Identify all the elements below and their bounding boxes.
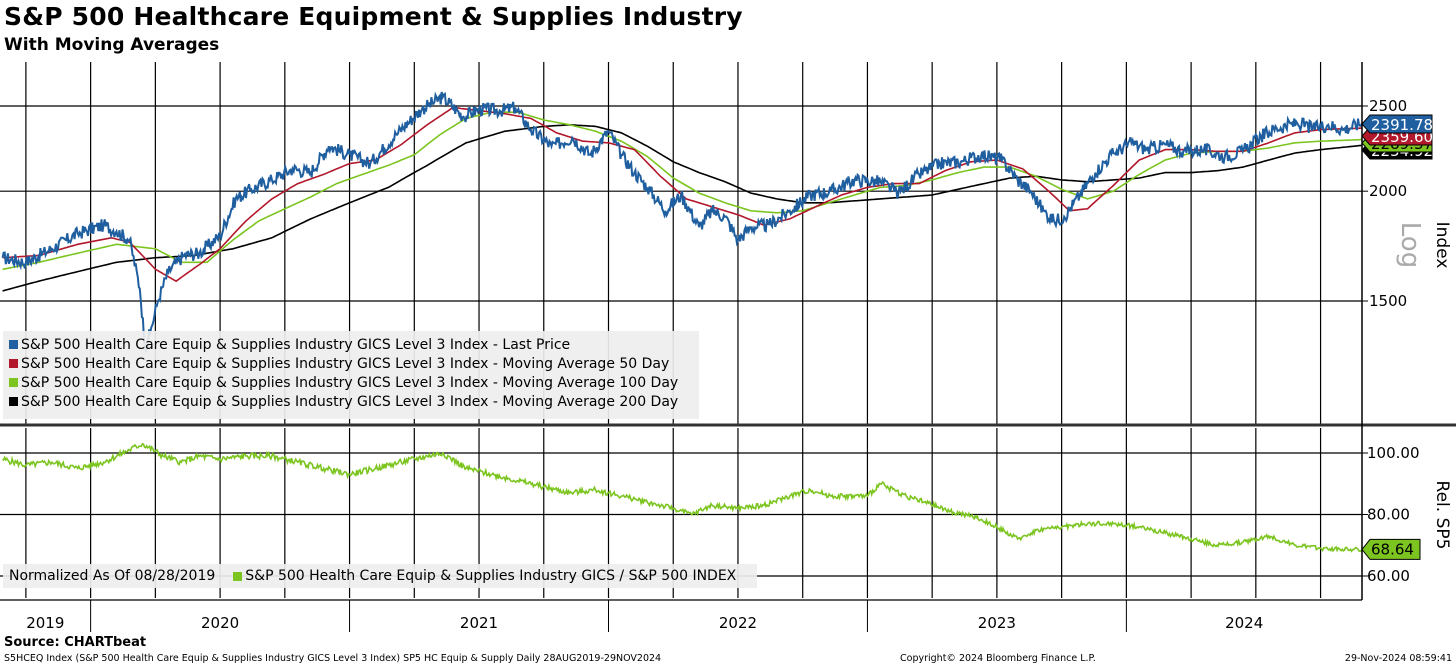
y-tick-label-upper: 2000 bbox=[1369, 182, 1407, 200]
legend-label-last: S&P 500 Health Care Equip & Supplies Ind… bbox=[21, 336, 571, 353]
footer-left: S5HCEQ Index (S&P 500 Health Care Equip … bbox=[4, 653, 662, 664]
source-label: Source: CHARTbeat bbox=[4, 635, 147, 650]
chart-title: S&P 500 Healthcare Equipment & Supplies … bbox=[4, 2, 743, 31]
lower-legend: Normalized As Of 08/28/2019 S&P 500 Heal… bbox=[3, 564, 757, 588]
series-line-ma100 bbox=[2, 111, 1363, 271]
legend-swatch-ma100 bbox=[9, 378, 18, 387]
lower-series bbox=[2, 442, 1363, 553]
y-tick-label-lower: 80.00 bbox=[1367, 506, 1410, 524]
axis-labels: 2019 2020 2021 2022 2023 2024 1500 2000 2500 60.0… bbox=[26, 97, 1452, 632]
legend-swatch-last bbox=[9, 340, 18, 349]
normalized-label: Normalized As Of 08/28/2019 bbox=[9, 568, 216, 584]
legend-label-ma50: S&P 500 Health Care Equip & Supplies Ind… bbox=[21, 355, 670, 372]
legend-label-ma200: S&P 500 Health Care Equip & Supplies Ind… bbox=[21, 393, 679, 410]
y-axis-title-upper: Index bbox=[1432, 222, 1452, 269]
legend-swatch-ma200 bbox=[9, 397, 18, 406]
legend-swatch-ma50 bbox=[9, 359, 18, 368]
last-value-tag-last: 2391.78 bbox=[1361, 114, 1433, 134]
series-line-ma200 bbox=[2, 123, 1363, 292]
x-tick-label-2020: 2020 bbox=[201, 614, 239, 632]
footer-copyright: Copyright© 2024 Bloomberg Finance L.P. bbox=[900, 653, 1096, 664]
y-axis-title-lower: Rel. SP5 bbox=[1432, 481, 1452, 550]
y-tick-label-upper: 2500 bbox=[1369, 97, 1407, 115]
legend-item-last: S&P 500 Health Care Equip & Supplies Ind… bbox=[3, 335, 699, 354]
series-line-rel bbox=[2, 442, 1363, 553]
upper-series bbox=[1, 91, 1363, 355]
y-tick-label-lower: 60.00 bbox=[1367, 567, 1410, 585]
upper-legend: S&P 500 Health Care Equip & Supplies Ind… bbox=[3, 331, 699, 419]
legend-item-ma200: S&P 500 Health Care Equip & Supplies Ind… bbox=[3, 392, 699, 411]
chart-subtitle: With Moving Averages bbox=[4, 35, 220, 55]
last-value-tag-rel: 68.64 bbox=[1361, 538, 1421, 560]
last-value-text-rel: 68.64 bbox=[1371, 540, 1414, 558]
series-line-last bbox=[1, 91, 1363, 355]
legend-label-ma100: S&P 500 Health Care Equip & Supplies Ind… bbox=[21, 374, 679, 391]
x-tick-label-2021: 2021 bbox=[460, 614, 498, 632]
footer-timestamp: 29-Nov-2024 08:59:41 bbox=[1344, 653, 1452, 664]
axes bbox=[0, 62, 1456, 632]
y-tick-label-upper: 1500 bbox=[1369, 292, 1407, 310]
log-scale-label: Log bbox=[1395, 222, 1425, 268]
x-tick-label-2019: 2019 bbox=[26, 614, 64, 632]
legend-swatch-rel bbox=[233, 571, 243, 581]
y-tick-label-lower: 100.00 bbox=[1367, 444, 1420, 462]
legend-item-ma100: S&P 500 Health Care Equip & Supplies Ind… bbox=[3, 373, 699, 392]
x-tick-label-2023: 2023 bbox=[978, 614, 1016, 632]
x-tick-label-2022: 2022 bbox=[719, 614, 757, 632]
last-value-text-last: 2391.78 bbox=[1371, 116, 1433, 134]
legend-label-rel: S&P 500 Health Care Equip & Supplies Ind… bbox=[245, 568, 737, 584]
x-tick-label-2024: 2024 bbox=[1225, 614, 1263, 632]
legend-item-ma50: S&P 500 Health Care Equip & Supplies Ind… bbox=[3, 354, 699, 373]
